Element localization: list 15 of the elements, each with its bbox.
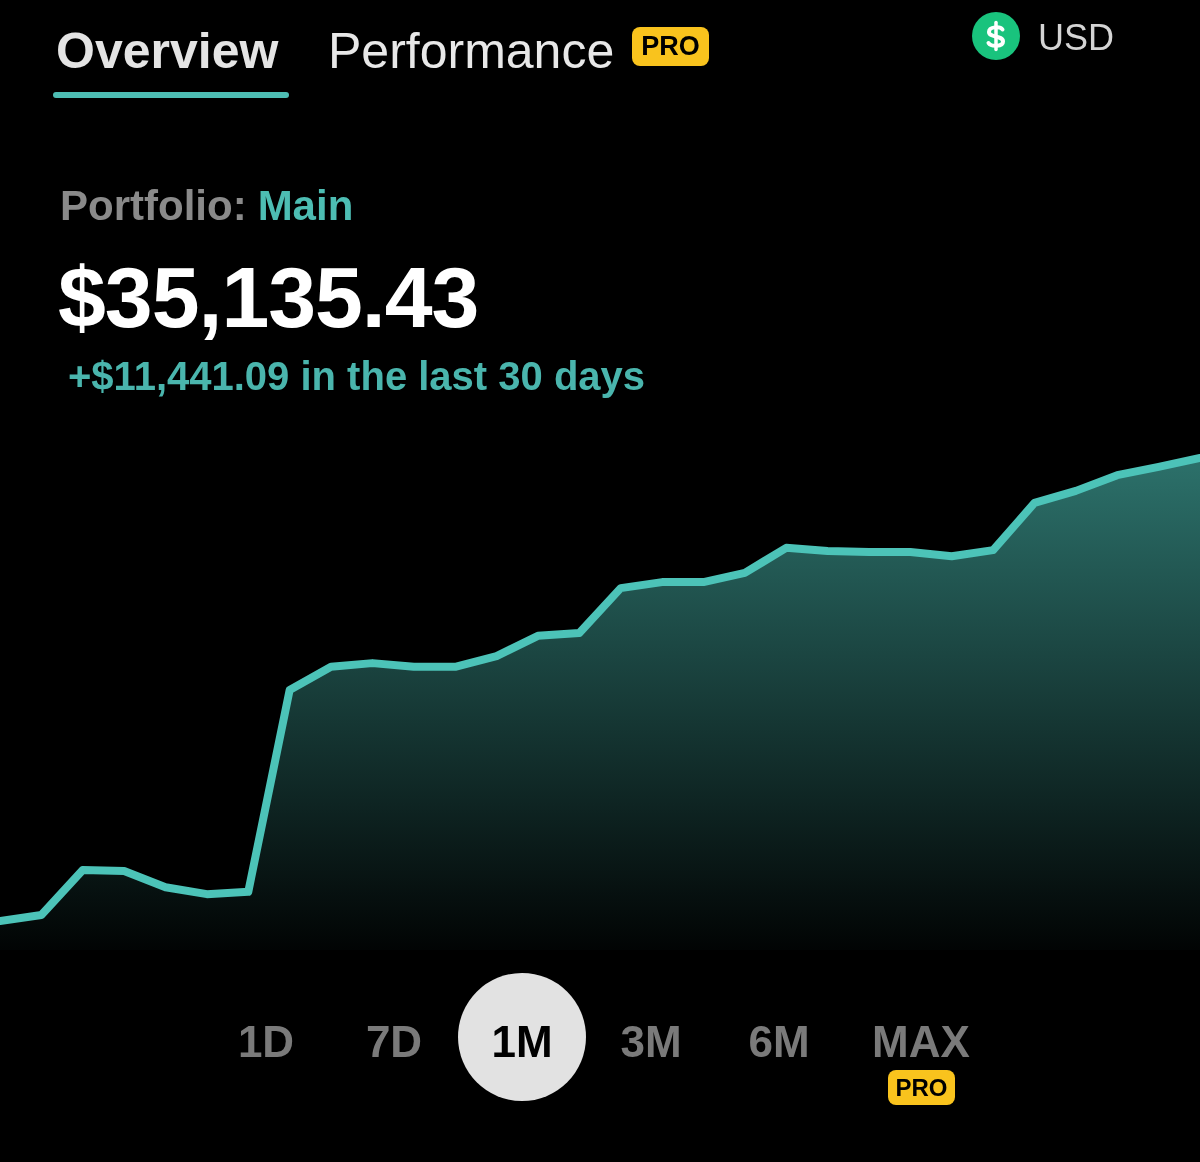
text: MAX (871, 1017, 971, 1066)
text: 3M (619, 1017, 683, 1066)
text: Performance (328, 23, 615, 79)
text: 6M (747, 1017, 811, 1066)
text: 1M (490, 1017, 554, 1066)
text: 7D (364, 1017, 424, 1066)
text: USD (1038, 17, 1115, 58)
text: Main (257, 182, 354, 229)
text: Portfolio: (60, 182, 247, 229)
text: Overview (56, 23, 279, 79)
chart-title: $35,135.43 (58, 249, 479, 345)
text: PRO (888, 1070, 955, 1105)
text: PRO (632, 27, 709, 66)
chart-subtitle: +$11,441.09 in the last 30 days (68, 354, 646, 398)
text: 1D (236, 1017, 296, 1066)
